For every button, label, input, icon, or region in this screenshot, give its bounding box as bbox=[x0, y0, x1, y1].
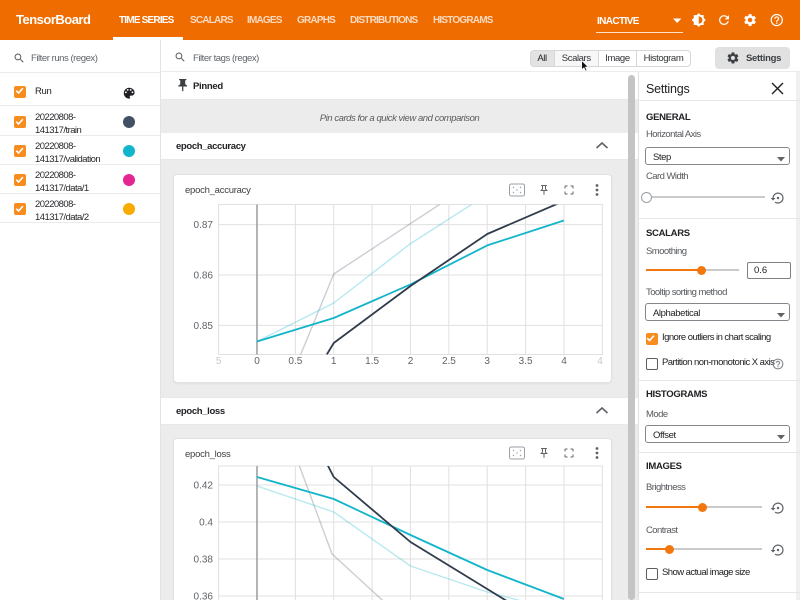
svg-text:0.36: 0.36 bbox=[194, 592, 214, 600]
svg-text:1.5: 1.5 bbox=[365, 356, 379, 367]
svg-text:1: 1 bbox=[331, 356, 337, 367]
svg-text:4: 4 bbox=[561, 356, 567, 367]
svg-text:3.5: 3.5 bbox=[519, 356, 533, 367]
svg-text:0.4: 0.4 bbox=[199, 518, 213, 529]
svg-text:0.38: 0.38 bbox=[194, 555, 214, 566]
svg-text:0.85: 0.85 bbox=[194, 321, 214, 332]
svg-text:0.87: 0.87 bbox=[194, 220, 214, 231]
svg-text:0.86: 0.86 bbox=[194, 271, 214, 282]
svg-text:4: 4 bbox=[597, 356, 603, 367]
svg-text:0.5: 0.5 bbox=[288, 356, 302, 367]
svg-text:2: 2 bbox=[408, 356, 414, 367]
svg-text:0: 0 bbox=[254, 356, 260, 367]
svg-text:3: 3 bbox=[484, 356, 490, 367]
svg-text:5: 5 bbox=[216, 356, 222, 367]
svg-text:0.42: 0.42 bbox=[194, 481, 214, 492]
svg-text:2.5: 2.5 bbox=[442, 356, 456, 367]
